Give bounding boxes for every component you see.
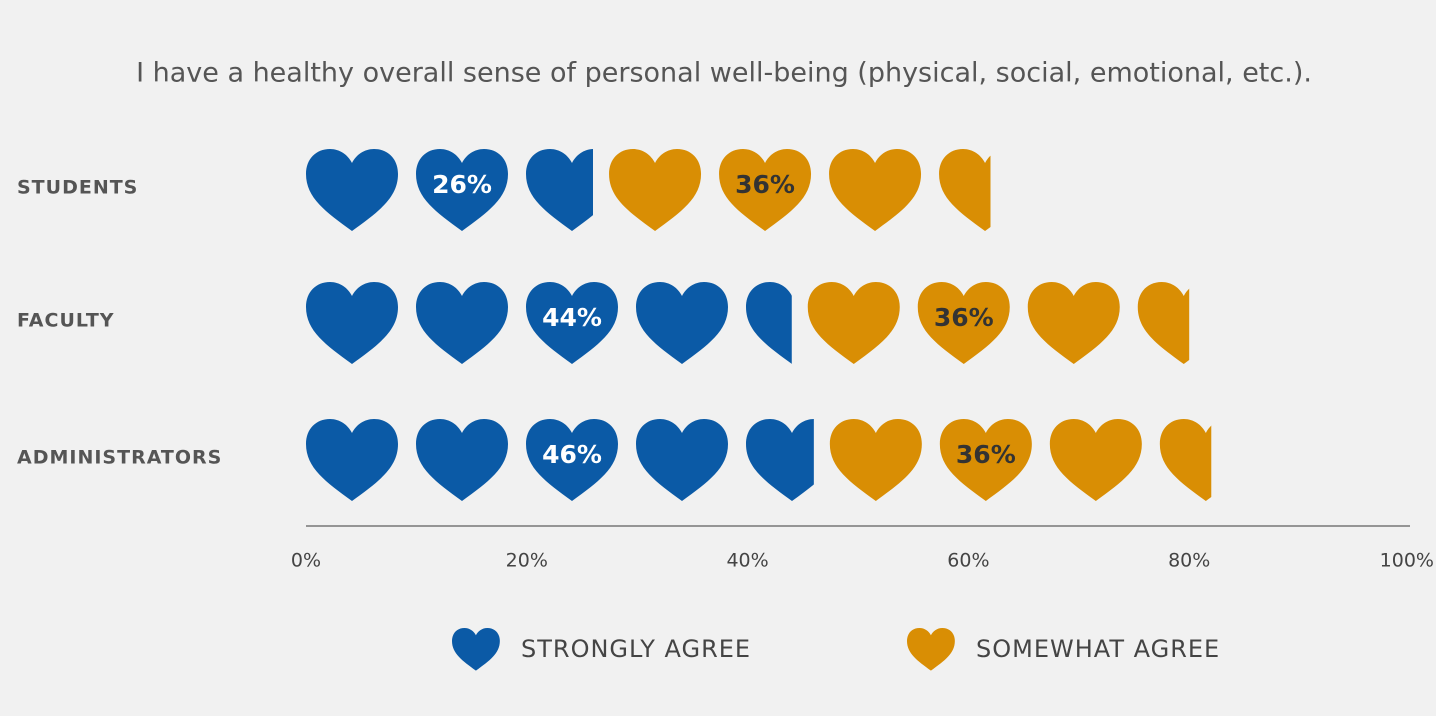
x-tick-label: 20% <box>506 550 548 572</box>
x-tick-label: 40% <box>726 550 768 572</box>
heart-icon <box>1049 419 1142 501</box>
heart-icon <box>807 282 900 364</box>
value-label: 36% <box>934 303 994 332</box>
category-label: ADMINISTRATORS <box>17 447 222 469</box>
value-label: 36% <box>956 440 1016 469</box>
bar-segment <box>807 282 1190 364</box>
heart-icon <box>1027 282 1120 364</box>
bar-segment <box>829 419 1212 501</box>
legend-item: SOMEWHAT AGREE <box>907 628 1220 671</box>
heart-icon <box>306 282 398 364</box>
category-label: FACULTY <box>17 310 115 332</box>
bar-segment <box>609 149 991 231</box>
legend-label: STRONGLY AGREE <box>521 635 751 663</box>
heart-icon <box>416 282 508 364</box>
legend-swatch <box>452 628 500 671</box>
x-tick-label: 0% <box>291 550 321 572</box>
category-label: STUDENTS <box>17 177 138 199</box>
value-label: 26% <box>432 170 492 199</box>
chart-title: I have a healthy overall sense of person… <box>136 58 1312 89</box>
legend-item: STRONGLY AGREE <box>452 628 751 671</box>
heart-icon <box>1159 419 1212 501</box>
heart-icon <box>636 419 728 501</box>
value-label: 46% <box>542 440 602 469</box>
heart-icon <box>609 149 702 231</box>
x-tick-label: 100% <box>1380 550 1434 572</box>
x-tick-label: 60% <box>947 550 989 572</box>
heart-icon <box>636 282 728 364</box>
heart-icon <box>306 419 398 501</box>
heart-icon <box>829 149 922 231</box>
value-label: 36% <box>735 170 795 199</box>
heart-icon <box>416 419 508 501</box>
heart-icon <box>829 419 922 501</box>
heart-icon <box>526 149 594 231</box>
heart-icon <box>746 419 814 501</box>
x-tick-label: 80% <box>1168 550 1210 572</box>
legend-swatch <box>907 628 955 671</box>
legend-label: SOMEWHAT AGREE <box>976 635 1220 663</box>
heart-icon <box>1137 282 1190 364</box>
heart-icon <box>939 149 991 231</box>
value-label: 44% <box>542 303 602 332</box>
heart-icon <box>306 149 398 231</box>
